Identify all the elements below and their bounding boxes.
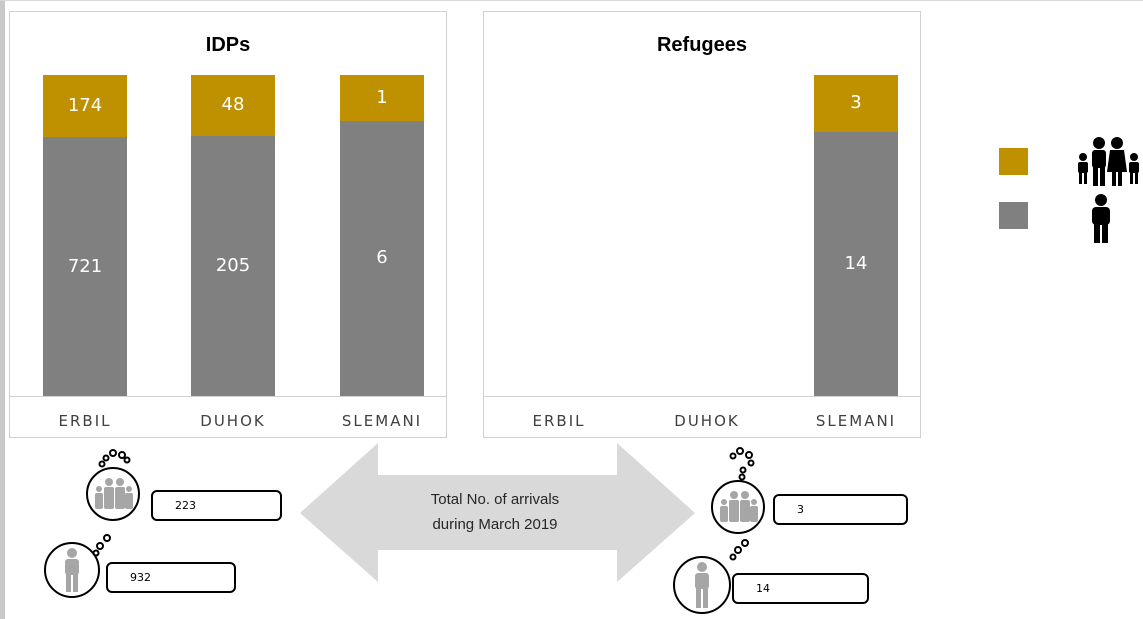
arrow-caption-line1: Total No. of arrivals	[430, 491, 560, 508]
top-border-line	[0, 0, 1143, 1]
double-arrow	[300, 443, 695, 582]
legend-swatch-individuals	[999, 202, 1028, 229]
chart-title: IDPs	[205, 34, 251, 56]
category-label: ERBIL	[532, 412, 586, 430]
data-label: 205	[215, 254, 251, 276]
bar-segment	[43, 75, 127, 138]
family-circle-icon	[711, 447, 765, 534]
bar-segment	[191, 75, 275, 136]
data-label: 14	[844, 252, 868, 274]
chart-title: Refugees	[656, 34, 748, 56]
person-icon	[1092, 194, 1110, 243]
category-label: DUHOK	[200, 412, 266, 430]
data-label: 174	[67, 95, 103, 117]
person-circle-icon	[44, 534, 111, 598]
idps-chart: IDPs 721 174 205 48 6 1 ERBIL DUHOK SLEMANI	[9, 11, 447, 438]
family-circle-icon	[86, 449, 140, 521]
legend-swatch-families	[999, 148, 1028, 175]
idp-individuals-count: 932	[106, 562, 236, 593]
refugee-individuals-count: 14	[732, 573, 869, 604]
bar-segment	[340, 120, 424, 396]
category-label: DUHOK	[674, 412, 740, 430]
idp-families-count: 223	[151, 490, 282, 521]
data-label: 6	[376, 247, 388, 269]
category-label: SLEMANI	[815, 412, 897, 430]
bar-segment	[814, 75, 898, 132]
bar-segment	[191, 135, 275, 396]
person-circle-icon	[673, 539, 749, 614]
arrow-caption-line2: during March 2019	[432, 516, 558, 533]
bar-segment	[43, 137, 127, 396]
bar-segment	[814, 131, 898, 396]
x-axis-line	[10, 396, 446, 397]
data-label: 1	[376, 86, 388, 108]
refugee-families-count: 3	[773, 494, 908, 525]
category-label: SLEMANI	[341, 412, 423, 430]
refugees-chart: Refugees 14 3 ERBIL DUHOK SLEMANI	[483, 11, 921, 438]
category-label: ERBIL	[58, 412, 112, 430]
arrow-caption: Total No. of arrivals during March 2019	[385, 487, 605, 537]
left-border-strip	[0, 0, 5, 619]
data-label: 48	[221, 94, 245, 116]
bar-segment	[340, 75, 424, 121]
data-label: 721	[67, 255, 103, 277]
x-axis-line	[484, 396, 920, 397]
family-icon	[1078, 137, 1139, 186]
data-label: 3	[850, 92, 862, 114]
